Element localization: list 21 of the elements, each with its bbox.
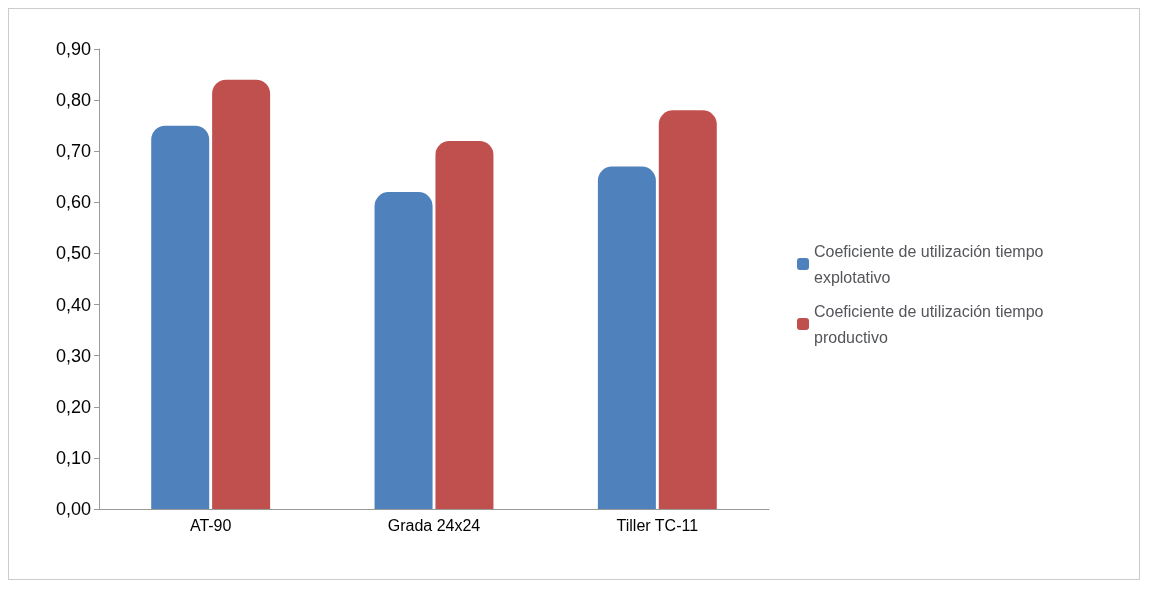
y-tick-label: 0,60 (55, 192, 91, 213)
y-tick-label: 0,30 (55, 345, 91, 366)
bar (151, 125, 210, 509)
bar (658, 110, 717, 509)
bar (435, 141, 494, 509)
y-tick-label: 0,90 (55, 39, 91, 59)
bar (212, 79, 271, 509)
y-tick-label: 0,10 (55, 447, 91, 468)
y-tick-label: 0,80 (55, 90, 91, 111)
x-tick-label: AT-90 (189, 516, 232, 534)
y-tick-label: 0,50 (55, 243, 91, 264)
bar (374, 192, 433, 509)
y-tick-label: 0,70 (55, 141, 91, 162)
x-tick-label: Tiller TC-11 (616, 516, 699, 534)
x-tick-label: Grada 24x24 (387, 516, 481, 534)
legend-label: Coeficiente de utilización tiempo explotativo (814, 242, 1048, 286)
legend-label: Coeficiente de utilización tiempo productivo (814, 302, 1048, 346)
y-tick-label: 0,00 (55, 499, 91, 519)
y-tick-label: 0,20 (55, 396, 91, 417)
bar (597, 166, 656, 509)
y-tick-label: 0,40 (55, 294, 91, 315)
